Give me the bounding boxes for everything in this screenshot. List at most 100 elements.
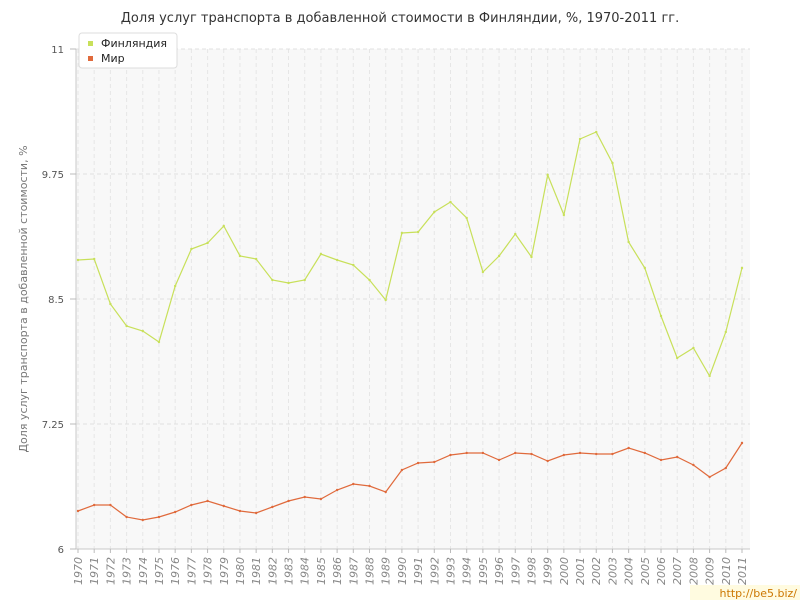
data-point — [271, 278, 274, 282]
data-point — [222, 224, 225, 228]
watermark-background — [690, 585, 800, 600]
x-tick-label: 1996 — [493, 557, 506, 585]
watermark[interactable]: http://be5.biz/ — [690, 585, 800, 600]
data-point — [173, 510, 177, 514]
x-tick-label: 1971 — [88, 557, 101, 585]
data-point — [335, 258, 339, 262]
data-point — [627, 240, 630, 244]
data-point — [368, 278, 371, 282]
data-point — [433, 460, 436, 464]
x-tick-label: 2007 — [671, 557, 684, 585]
data-point — [659, 314, 663, 318]
data-point — [740, 266, 744, 270]
data-point — [692, 346, 695, 350]
data-point — [190, 503, 193, 507]
x-tick-label: 1981 — [250, 557, 263, 585]
x-tick-label: 1974 — [137, 557, 150, 585]
data-point — [287, 281, 290, 285]
x-tick-label: 1997 — [509, 557, 522, 585]
y-tick-label: 7.25 — [42, 420, 64, 431]
x-tick-label: 1973 — [121, 557, 134, 585]
x-tick-label: 1980 — [234, 557, 247, 585]
x-tick-label: 1986 — [331, 557, 344, 585]
data-point — [222, 504, 225, 508]
data-point — [546, 459, 549, 463]
data-point — [530, 255, 533, 259]
data-point — [206, 241, 209, 245]
data-point — [481, 270, 485, 274]
x-tick-label: 1994 — [461, 557, 474, 585]
data-point — [319, 497, 323, 501]
x-tick-label: 1977 — [185, 557, 198, 585]
data-point — [595, 130, 598, 134]
x-tick-label: 2008 — [687, 557, 700, 585]
data-point — [76, 509, 80, 513]
data-point — [141, 329, 144, 333]
data-point — [465, 451, 468, 455]
data-point — [740, 441, 744, 445]
data-point — [109, 302, 112, 306]
series-line-world — [77, 442, 743, 521]
data-point — [384, 298, 387, 302]
data-point — [92, 257, 96, 261]
x-tick-label: 2009 — [704, 557, 717, 585]
legend-label-world: Мир — [101, 52, 125, 65]
x-tick-label: 1972 — [104, 557, 117, 585]
y-ticks: 6 7.25 8.5 9.75 11 — [42, 45, 76, 556]
data-point — [465, 216, 468, 220]
x-tick-label: 2011 — [736, 557, 749, 585]
x-tick-label: 2000 — [558, 557, 571, 585]
data-point — [335, 488, 339, 492]
data-point — [676, 356, 679, 360]
x-tick-label: 2003 — [606, 557, 619, 585]
data-point — [611, 452, 614, 456]
y-tick-label: 11 — [51, 45, 64, 56]
x-ticks: 1970 1971 1972 1973 1974 1975 1976 1977 1978 1979… — [72, 549, 749, 585]
data-point — [157, 340, 161, 344]
data-point — [724, 330, 728, 334]
data-point — [692, 463, 695, 467]
x-tick-label: 1979 — [218, 557, 231, 585]
data-point — [416, 230, 420, 234]
x-tick-label: 1991 — [412, 557, 425, 585]
x-tick-label: 2001 — [574, 557, 587, 585]
x-tick-label: 1978 — [202, 557, 215, 585]
data-point — [546, 173, 549, 177]
x-tick-label: 1999 — [542, 557, 555, 585]
data-point — [352, 263, 355, 267]
watermark-link[interactable]: http://be5.biz/ — [720, 587, 798, 600]
x-tick-label: 1993 — [444, 557, 457, 585]
y-axis-label: Доля услуг транспорта в добавленной стои… — [17, 145, 30, 452]
data-point — [578, 451, 582, 455]
x-tick-label: 1982 — [266, 557, 279, 585]
data-point — [384, 490, 387, 494]
x-tick-label: 1989 — [380, 557, 393, 585]
x-tick-label: 1995 — [477, 557, 490, 585]
data-point — [400, 231, 404, 235]
data-point — [708, 475, 711, 479]
series — [76, 130, 744, 522]
data-point — [125, 324, 128, 328]
data-point — [368, 484, 371, 488]
x-tick-label: 1998 — [525, 557, 538, 585]
y-tick-label: 8.5 — [48, 295, 64, 306]
data-point — [254, 511, 258, 515]
data-point — [530, 452, 533, 456]
data-point — [514, 451, 517, 455]
data-point — [92, 503, 96, 507]
data-point — [611, 161, 614, 165]
x-tick-label: 1988 — [364, 557, 377, 585]
x-tick-label: 1984 — [299, 557, 312, 585]
data-point — [562, 213, 566, 217]
x-tick-label: 1985 — [315, 557, 328, 585]
data-point — [578, 137, 582, 141]
data-point — [141, 518, 144, 522]
x-tick-label: 1970 — [72, 557, 85, 585]
data-point — [238, 254, 242, 258]
data-point — [271, 505, 274, 509]
data-point — [497, 458, 501, 462]
x-tick-label: 2005 — [639, 557, 652, 585]
data-point — [287, 499, 290, 503]
data-point — [676, 455, 679, 459]
x-tick-label: 1990 — [396, 557, 409, 585]
